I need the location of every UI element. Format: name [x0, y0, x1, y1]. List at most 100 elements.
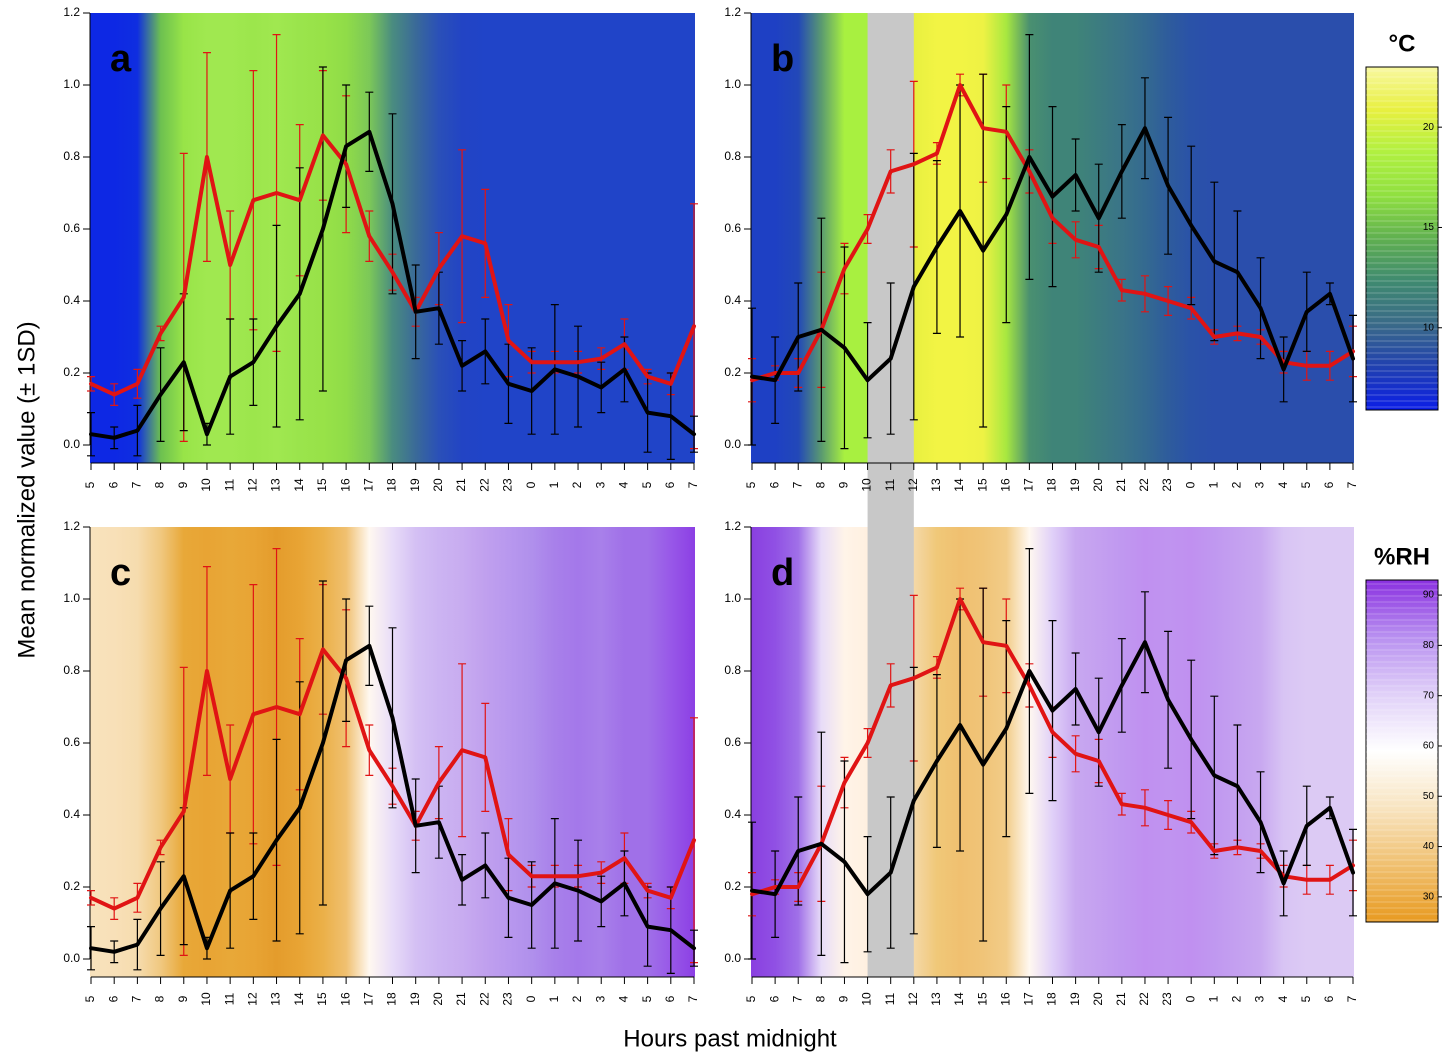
y-tick-label: 0.0	[724, 951, 741, 965]
x-tick-label: 17	[361, 478, 375, 492]
x-tick-label: 0	[1183, 481, 1197, 488]
foreground: 0.00.20.40.60.81.01.25 6 7 8 9 10 11 12 13 14 15 16…	[63, 5, 1442, 1006]
panel-label: a	[110, 38, 132, 80]
x-tick-label: 13	[929, 992, 943, 1006]
x-tick-label: 6	[106, 481, 120, 488]
x-tick-label: 20	[431, 478, 445, 492]
series-line	[750, 126, 1355, 383]
x-tick-label: 10	[199, 992, 213, 1006]
colorbar-tick-label: 90	[1423, 590, 1435, 601]
x-tick-label: 15	[975, 992, 989, 1006]
series-line	[750, 597, 1355, 897]
x-tick-label: 20	[1091, 992, 1105, 1006]
colorbar-tick-label: 15	[1423, 222, 1435, 233]
backgrounds	[90, 13, 1354, 977]
x-tick-label: 7	[790, 481, 804, 488]
y-tick-label: 0.8	[63, 149, 80, 163]
x-tick-label: 23	[501, 992, 515, 1006]
x-tick-label: 18	[385, 992, 399, 1006]
x-tick-label: 6	[106, 995, 120, 1002]
x-tick-label: 12	[246, 992, 260, 1006]
x-tick-label: 20	[1091, 478, 1105, 492]
y-tick-label: 1.2	[63, 519, 80, 533]
x-tick-label: 15	[315, 992, 329, 1006]
y-tick-label: 0.2	[724, 879, 741, 893]
y-tick-label: 0.4	[63, 807, 80, 821]
x-tick-label: 9	[176, 481, 190, 488]
y-tick-label: 0.4	[724, 293, 741, 307]
x-tick-label: 5	[640, 481, 654, 488]
series-line	[89, 647, 696, 911]
x-tick-label: 12	[906, 478, 920, 492]
x-tick-label: 6	[663, 995, 677, 1002]
x-tick-label: 1	[547, 995, 561, 1002]
x-tick-label: 19	[1068, 992, 1082, 1006]
x-tick-label: 21	[454, 992, 468, 1006]
x-tick-label: 5	[83, 481, 97, 488]
x-tick-label: 1	[1206, 995, 1220, 1002]
y-tick-label: 0.6	[724, 735, 741, 749]
x-tick-label: 18	[385, 478, 399, 492]
x-tick-label: 12	[906, 992, 920, 1006]
y-axis-label: Mean normalized value (± 1SD)	[13, 321, 40, 658]
colorbar-tick-label: 60	[1423, 741, 1435, 752]
x-tick-label: 9	[837, 481, 851, 488]
x-tick-label: 22	[477, 478, 491, 492]
x-tick-label: 10	[860, 992, 874, 1006]
x-tick-label: 2	[570, 995, 584, 1002]
x-tick-label: 4	[1276, 481, 1290, 488]
x-tick-label: 23	[1160, 992, 1174, 1006]
colorbar	[1365, 579, 1439, 923]
x-tick-label: 21	[1114, 992, 1128, 1006]
x-tick-label: 6	[767, 995, 781, 1002]
x-tick-label: 9	[176, 995, 190, 1002]
y-tick-label: 0.2	[724, 365, 741, 379]
y-tick-label: 0.0	[63, 437, 80, 451]
x-tick-label: 5	[1299, 995, 1313, 1002]
colorbar-tick-label: 50	[1423, 791, 1435, 802]
y-tick-label: 1.2	[724, 5, 741, 19]
x-tick-label: 7	[130, 481, 144, 488]
colorbar	[1365, 66, 1439, 411]
x-tick-label: 15	[975, 478, 989, 492]
panel-label: b	[771, 38, 794, 80]
y-tick-label: 0.8	[724, 663, 741, 677]
x-tick-label: 11	[222, 478, 236, 491]
y-tick-label: 0.4	[63, 293, 80, 307]
series-line	[89, 133, 696, 397]
panel-label: d	[771, 552, 794, 594]
x-tick-label: 5	[83, 995, 97, 1002]
x-tick-label: 5	[744, 481, 758, 488]
y-tick-label: 1.0	[724, 591, 741, 605]
x-tick-label: 22	[477, 992, 491, 1006]
y-tick-label: 0.8	[724, 149, 741, 163]
x-tick-label: 5	[640, 995, 654, 1002]
y-tick-label: 1.2	[63, 5, 80, 19]
x-tick-label: 8	[814, 481, 828, 488]
y-tick-label: 0.0	[724, 437, 741, 451]
x-tick-label: 23	[1160, 478, 1174, 492]
colorbar-tick-label: 10	[1423, 322, 1435, 333]
x-tick-label: 8	[153, 481, 167, 488]
x-tick-label: 23	[501, 478, 515, 492]
x-tick-label: 7	[1345, 995, 1359, 1002]
x-tick-label: 14	[952, 478, 966, 492]
y-tick-label: 0.2	[63, 879, 80, 893]
y-tick-label: 1.0	[63, 591, 80, 605]
series-line	[750, 83, 1355, 383]
y-tick-label: 1.0	[724, 77, 741, 91]
y-tick-label: 0.6	[724, 221, 741, 235]
x-tick-label: 3	[1253, 995, 1267, 1002]
series-line	[750, 640, 1355, 897]
x-tick-label: 19	[408, 478, 422, 492]
colorbar-tick-label: 40	[1423, 841, 1435, 852]
x-tick-label: 5	[744, 995, 758, 1002]
x-tick-label: 6	[1322, 995, 1336, 1002]
x-tick-label: 2	[1230, 995, 1244, 1002]
x-tick-label: 0	[524, 995, 538, 1002]
x-tick-label: 2	[1230, 481, 1244, 488]
y-tick-label: 0.0	[63, 951, 80, 965]
x-tick-label: 17	[361, 992, 375, 1006]
x-tick-label: 3	[593, 995, 607, 1002]
x-tick-label: 16	[998, 478, 1012, 492]
